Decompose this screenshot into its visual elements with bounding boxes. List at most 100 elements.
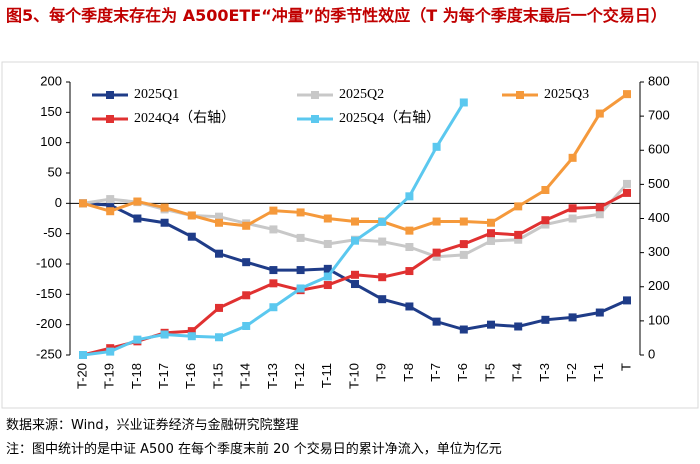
series-marker bbox=[487, 229, 495, 238]
x-tick-label: T-13 bbox=[265, 363, 280, 389]
series-marker bbox=[133, 197, 142, 206]
series-marker bbox=[323, 239, 332, 248]
series-marker bbox=[541, 315, 550, 324]
series-marker bbox=[323, 281, 332, 290]
series-marker bbox=[351, 280, 359, 289]
series-marker bbox=[160, 203, 169, 212]
x-tick-label: T-5 bbox=[482, 363, 497, 382]
series-marker bbox=[459, 240, 468, 249]
series-marker bbox=[269, 225, 278, 234]
series-marker bbox=[487, 218, 495, 227]
series-marker bbox=[595, 203, 604, 212]
series-marker bbox=[106, 347, 115, 356]
legend-marker bbox=[106, 115, 114, 123]
series-marker bbox=[459, 325, 468, 334]
series-marker bbox=[568, 153, 577, 162]
x-tick-label: T-19 bbox=[102, 363, 117, 389]
y-tick-label: -150 bbox=[36, 286, 62, 301]
series-marker bbox=[351, 217, 359, 226]
series-marker bbox=[296, 266, 305, 275]
y-tick-label: 150 bbox=[40, 104, 62, 119]
note: 注：图中统计的是中证 A500 在每个季度末前 20 个交易日的累计净流入，单位… bbox=[6, 442, 502, 457]
x-tick-label: T-3 bbox=[537, 363, 552, 382]
legend-marker bbox=[311, 91, 319, 99]
series-marker bbox=[623, 179, 631, 188]
series-marker bbox=[405, 267, 414, 276]
series-marker bbox=[79, 199, 87, 208]
legend-label: 2025Q2 bbox=[339, 87, 384, 102]
series-marker bbox=[215, 218, 223, 227]
x-tick-label: T-14 bbox=[238, 363, 253, 389]
series-marker bbox=[323, 264, 332, 273]
series-marker bbox=[351, 270, 359, 279]
series-marker bbox=[568, 214, 577, 223]
series-marker bbox=[568, 204, 577, 213]
x-tick-label: T-7 bbox=[428, 363, 443, 382]
series-marker bbox=[323, 272, 332, 281]
series-marker bbox=[514, 202, 523, 211]
series-marker bbox=[296, 233, 305, 242]
x-tick-label: T-9 bbox=[374, 363, 389, 382]
series-marker bbox=[242, 321, 251, 330]
series-marker bbox=[242, 221, 251, 230]
series-marker bbox=[432, 248, 441, 257]
series-marker bbox=[405, 302, 414, 311]
y-tick-label: 0 bbox=[55, 195, 62, 210]
series-marker bbox=[514, 235, 523, 244]
series-marker bbox=[242, 291, 251, 300]
x-tick-label: T-1 bbox=[591, 363, 606, 382]
series-marker bbox=[459, 217, 468, 226]
series-marker bbox=[269, 266, 278, 275]
series-marker bbox=[215, 249, 223, 258]
series-marker bbox=[133, 214, 142, 223]
y2-tick-label: 200 bbox=[648, 278, 670, 293]
y-tick-label: -250 bbox=[36, 346, 62, 361]
series-marker bbox=[623, 90, 631, 99]
series-marker bbox=[215, 212, 223, 221]
series-marker bbox=[595, 308, 604, 317]
series-marker bbox=[106, 201, 115, 210]
y2-tick-label: 600 bbox=[648, 142, 670, 157]
legend-label: 2024Q4（右轴） bbox=[134, 110, 235, 126]
y-tick-label: 50 bbox=[48, 164, 62, 179]
series-marker bbox=[351, 236, 359, 245]
x-tick-label: T-4 bbox=[510, 363, 525, 382]
series-marker bbox=[541, 220, 550, 229]
series-marker bbox=[459, 98, 468, 107]
series-marker bbox=[432, 217, 441, 226]
series-marker bbox=[432, 317, 441, 326]
series-marker bbox=[79, 351, 87, 359]
series-marker bbox=[160, 218, 169, 227]
series-marker bbox=[514, 322, 523, 331]
series-marker bbox=[378, 217, 387, 226]
series-marker bbox=[405, 192, 414, 201]
series-marker bbox=[487, 320, 495, 329]
series-marker bbox=[296, 284, 305, 293]
x-tick-label: T-8 bbox=[401, 363, 416, 382]
x-tick-label: T-2 bbox=[564, 363, 579, 382]
series-marker bbox=[269, 279, 278, 288]
y2-tick-label: 400 bbox=[648, 210, 670, 225]
series-marker bbox=[106, 207, 115, 216]
series-marker bbox=[187, 332, 196, 341]
series-marker bbox=[133, 335, 142, 344]
series-marker bbox=[623, 296, 631, 305]
series-marker bbox=[215, 303, 223, 312]
y-tick-label: -100 bbox=[36, 255, 62, 270]
y2-tick-label: 700 bbox=[648, 108, 670, 123]
series-marker bbox=[187, 327, 196, 336]
source: 数据来源：Wind，兴业证券经济与金融研究院整理 bbox=[6, 418, 299, 433]
series-marker bbox=[432, 252, 441, 261]
series-marker bbox=[514, 230, 523, 239]
series-marker bbox=[269, 303, 278, 312]
legend-label: 2025Q4（右轴） bbox=[339, 110, 440, 126]
y2-tick-label: 100 bbox=[648, 312, 670, 327]
series-marker bbox=[432, 142, 441, 151]
y2-tick-label: 0 bbox=[648, 346, 655, 361]
x-tick-label: T-10 bbox=[346, 363, 361, 389]
series-marker bbox=[378, 237, 387, 246]
x-tick-label: T-6 bbox=[455, 363, 470, 382]
y-tick-label: 200 bbox=[40, 73, 62, 88]
series-marker bbox=[623, 188, 631, 197]
